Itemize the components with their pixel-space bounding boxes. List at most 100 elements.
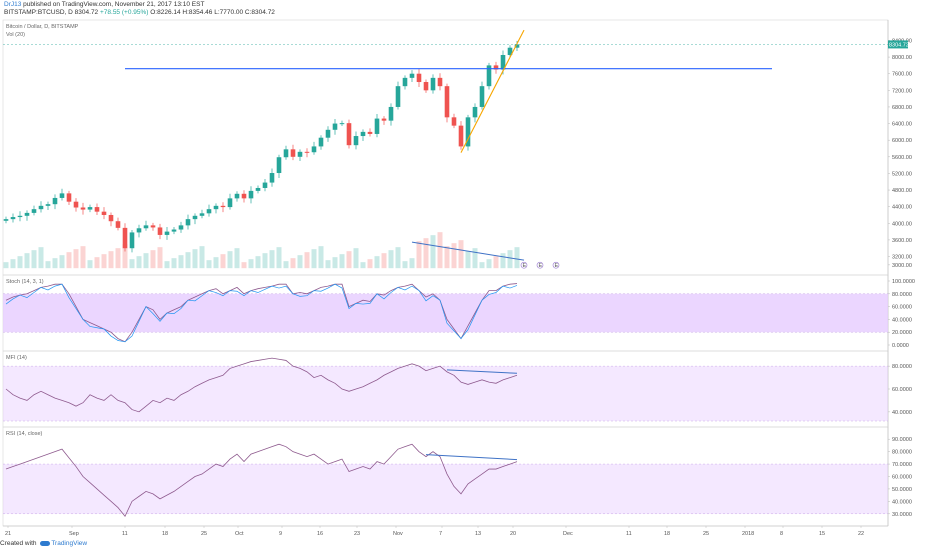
stoch-k-line — [5, 283, 518, 343]
candle-body — [206, 209, 212, 214]
event-marker-icon — [520, 261, 528, 269]
candle-body — [416, 73, 422, 83]
x-tick-label: 25 — [703, 531, 709, 537]
candle-body — [31, 209, 37, 213]
y-tick-label: 30.0000 — [892, 512, 912, 518]
x-tick-label: 16 — [317, 531, 323, 537]
candle-body — [269, 173, 275, 183]
volume-bar — [157, 247, 163, 269]
last-price: 8304.72 — [74, 9, 99, 16]
candle-body — [479, 86, 485, 107]
y-tick-label: 40.0000 — [892, 410, 912, 416]
indicator-line — [5, 357, 518, 413]
candle-body — [192, 215, 198, 220]
candle-body — [10, 217, 16, 220]
y-tick-label: 100.0000 — [892, 279, 915, 285]
x-tick-label: 13 — [475, 531, 481, 537]
y-tick-label: 0.0000 — [892, 343, 909, 349]
volume-bar — [227, 251, 233, 269]
footer: Created with TradingView — [0, 538, 932, 550]
candle-body — [150, 225, 156, 228]
volume-bar — [360, 262, 366, 269]
event-marker-icon — [536, 261, 544, 269]
y-tick-label: 80.0000 — [892, 364, 912, 370]
candle-body — [318, 137, 324, 147]
candle-body — [227, 198, 233, 208]
candle-body — [290, 149, 296, 157]
candle-body — [304, 151, 310, 153]
volume-bar — [416, 241, 422, 269]
y-tick-label: 90.0000 — [892, 437, 912, 443]
candle-body — [136, 228, 142, 233]
footer-brand[interactable]: TradingView — [51, 540, 88, 547]
tradingview-cloud-icon — [40, 540, 51, 546]
candle-body — [248, 190, 254, 199]
candle-body — [353, 136, 359, 146]
volume-bar — [339, 254, 345, 269]
oscillator-band — [3, 366, 888, 421]
author-name[interactable]: DrJ13 — [4, 1, 22, 8]
volume-bar — [486, 259, 492, 269]
candle-body — [115, 221, 121, 228]
candle-body — [500, 55, 506, 70]
candle-body — [24, 212, 30, 216]
candle-body — [108, 214, 114, 222]
candle-body — [437, 77, 443, 87]
x-tick-label: Oct — [235, 531, 244, 537]
indicator-line — [5, 443, 518, 518]
candle-body — [388, 106, 394, 121]
candle-body — [276, 157, 282, 174]
volume-bar — [185, 252, 191, 269]
x-tick-label: 11 — [122, 531, 128, 537]
volume-bar — [311, 249, 317, 269]
volume-bar — [80, 246, 86, 269]
volume-bar — [255, 256, 261, 269]
ohlc-line: BITSTAMP:BTCUSD, D 8304.72 +78.55 (+0.95… — [4, 9, 275, 17]
volume-bar — [164, 261, 170, 269]
candle-body — [395, 86, 401, 107]
volume-bar — [45, 261, 51, 269]
volume-bar — [283, 261, 289, 269]
change-value: +78.55 (+0.95%) — [99, 9, 149, 16]
chart-area[interactable]: 3000.00 3200.00 3600.00 4000.00 4400.00 4800.… — [0, 18, 932, 538]
candle-body — [472, 106, 478, 118]
x-tick-label: Sep — [69, 531, 79, 537]
candle-body — [374, 118, 380, 134]
event-marker-icon — [552, 261, 560, 269]
candle-body — [444, 86, 450, 118]
y-tick-label: 50.0000 — [892, 487, 912, 493]
y-tick-label: 3200.00 — [892, 255, 912, 261]
publish-line: DrJ13 published on TradingView.com, Nove… — [4, 1, 204, 9]
volume-bar — [171, 258, 177, 269]
x-tick-label: 25 — [201, 531, 207, 537]
volume-bar — [108, 251, 114, 269]
volume-bar — [507, 250, 513, 269]
candle-body — [45, 204, 51, 206]
y-tick-label: 3000.00 — [892, 263, 912, 269]
candle-body — [430, 77, 436, 91]
volume-bar — [10, 259, 16, 269]
candle-body — [66, 193, 72, 202]
x-tick-label: 2018 — [742, 531, 754, 537]
candle-body — [283, 149, 289, 158]
last-price-tag — [888, 40, 908, 49]
candle-body — [514, 44, 520, 48]
volume-bar — [514, 247, 520, 269]
footer-prefix: Created with — [0, 540, 37, 547]
indicator-title: MFI (14) — [6, 355, 27, 361]
event-marker-label: E — [555, 263, 559, 269]
y-tick-label: 60.0000 — [892, 305, 912, 311]
y-tick-label: 60.0000 — [892, 475, 912, 481]
event-marker-label: E — [523, 263, 527, 269]
indicator-line — [5, 283, 518, 343]
last-price-tag-label: 8304.72 — [889, 42, 909, 48]
volume-bar — [409, 258, 415, 269]
volume-bar — [24, 253, 30, 269]
volume-bar — [241, 262, 247, 269]
volume-bar — [94, 257, 100, 269]
time-axis: 21 Sep 11 18 25 Oct 9 16 23 Nov 7 13 20 Dec 11 18 25 2018… — [3, 525, 888, 537]
volume-bar — [493, 256, 499, 269]
divergence-line — [446, 369, 518, 374]
x-tick-label: 7 — [439, 531, 442, 537]
candle-body — [402, 77, 408, 87]
